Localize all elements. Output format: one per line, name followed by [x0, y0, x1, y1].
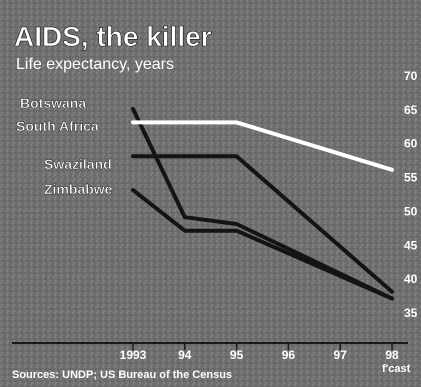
- series-lines: [131, 106, 394, 301]
- x-tick-label: 96: [282, 348, 296, 362]
- y-tick-label: 65: [404, 103, 418, 117]
- forecast-label: f'cast: [382, 363, 411, 375]
- series-label-swaziland: Swaziland: [44, 156, 112, 172]
- y-tick-label: 35: [404, 306, 418, 320]
- x-tick-label: 1993: [120, 348, 147, 362]
- series-label-botswana: Botswana: [20, 95, 86, 111]
- gridlines: [12, 74, 404, 313]
- y-tick-label: 55: [404, 171, 418, 185]
- series-line-south-africa: [131, 120, 394, 172]
- x-tick-label: 98: [385, 348, 399, 362]
- y-tick-label: 70: [404, 69, 418, 83]
- series-line-botswana: [131, 106, 394, 301]
- y-tick-label: 60: [404, 137, 418, 151]
- series-labels: Botswana South Africa Swaziland Zimbabwe: [16, 95, 113, 197]
- x-tick-label: 94: [178, 348, 192, 362]
- source-note: Sources: UNDP; US Bureau of the Census: [12, 369, 232, 381]
- x-axis-ticks: 1993 94 95 96 97 98: [120, 343, 399, 362]
- y-tick-label: 50: [404, 204, 418, 218]
- chart-title: AIDS, the killer: [14, 21, 212, 52]
- y-tick-label: 45: [404, 238, 418, 252]
- series-line-swaziland: [131, 154, 394, 294]
- y-tick-label: 40: [404, 272, 418, 286]
- y-axis-ticks: 35 40 45 50 55 60 65 70: [404, 69, 418, 320]
- x-tick-label: 97: [334, 348, 348, 362]
- series-label-south-africa: South Africa: [16, 118, 99, 134]
- x-tick-label: 95: [230, 348, 244, 362]
- series-line-zimbabwe: [131, 188, 394, 301]
- chart-subtitle: Life expectancy, years: [16, 56, 174, 73]
- series-label-zimbabwe: Zimbabwe: [44, 181, 113, 197]
